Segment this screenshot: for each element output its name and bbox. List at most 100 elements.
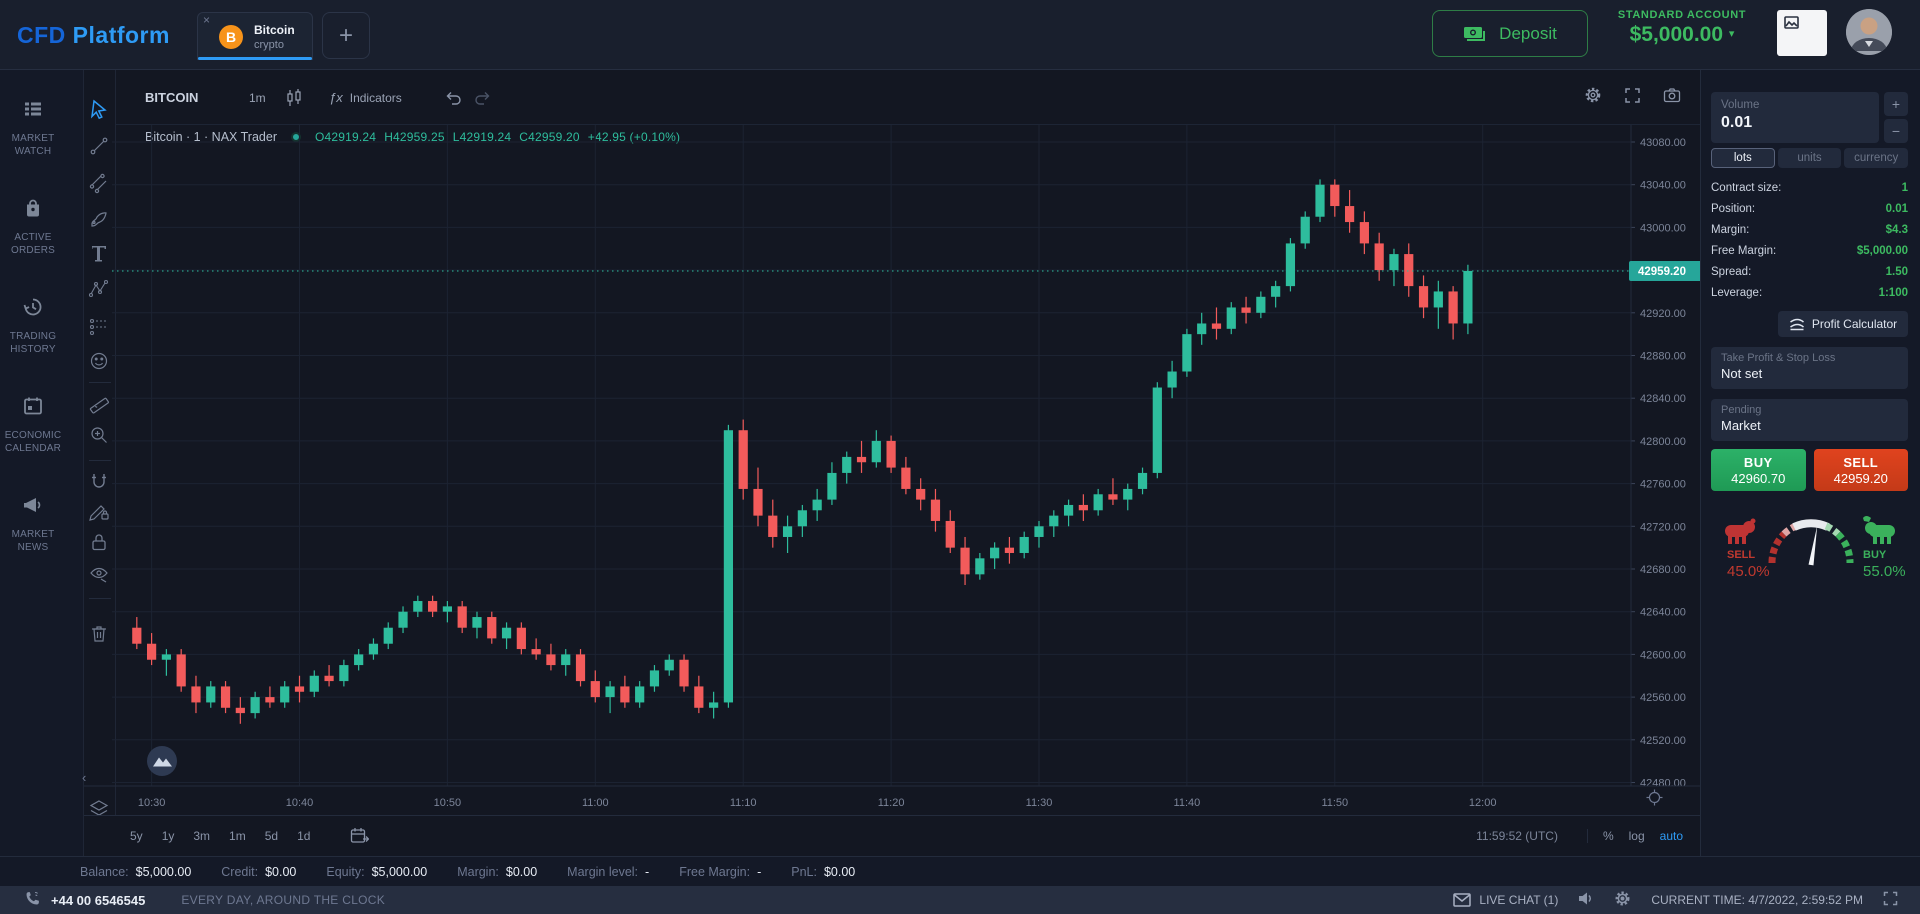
redo-button[interactable] [474, 70, 492, 125]
crosshair-target-icon[interactable] [1646, 789, 1663, 811]
add-tab-button[interactable]: + [322, 12, 370, 59]
sidebar-item-active-orders[interactable]: ACTIVE ORDERS [0, 183, 66, 269]
balance-item-0: Balance: $5,000.00 [80, 865, 191, 879]
lock-all-tool[interactable] [88, 531, 112, 555]
trend-line-tool[interactable] [88, 135, 112, 159]
sidebar-item-market-watch[interactable]: MARKET WATCH [0, 84, 66, 170]
detail-value: 1.50 [1885, 265, 1908, 278]
profit-calculator-button[interactable]: Profit Calculator [1778, 311, 1908, 337]
sentiment-buy-label: BUY [1863, 549, 1887, 561]
detail-row-0: Contract size: 1 [1711, 177, 1908, 198]
platform-watermark-button[interactable] [147, 746, 177, 776]
chart-header-actions [1584, 70, 1681, 125]
indicators-button[interactable]: ƒx Indicators [329, 70, 402, 125]
candlestick-chart[interactable]: 10:30 10:40 10:50 11:00 11:10 11:20 11:30 11:40… [84, 125, 1701, 815]
range-1d[interactable]: 1d [297, 829, 311, 843]
balance-item-5: Free Margin: - [679, 865, 761, 879]
measure-tool[interactable] [88, 392, 112, 416]
availability-text: EVERY DAY, AROUND THE CLOCK [181, 893, 386, 907]
sidebar-label: MARKET NEWS [11, 529, 55, 553]
promo-box[interactable] [1777, 10, 1827, 56]
chart-panel: BITCOIN 1m ƒx Indicators [82, 70, 1701, 856]
account-switcher[interactable]: STANDARD ACCOUNT $5,000.00 ▾ [1602, 9, 1762, 47]
delete-drawings-tool[interactable] [88, 622, 112, 646]
detail-value: 1 [1901, 181, 1908, 194]
take-profit-stop-loss-field[interactable]: Take Profit & Stop Loss Not set [1711, 347, 1908, 389]
zoom-in-tool[interactable] [88, 424, 112, 448]
interval-selector[interactable]: 1m [249, 90, 266, 105]
support-phone-number: +44 00 6546545 [51, 892, 146, 908]
xabcd-pattern-tool[interactable] [88, 278, 112, 302]
phone-icon [24, 890, 41, 910]
text-tool[interactable] [88, 242, 112, 266]
percent-scale-toggle[interactable]: % [1602, 829, 1614, 843]
volume-increase-button[interactable]: + [1884, 92, 1908, 116]
svg-text:42680.00: 42680.00 [1640, 564, 1686, 576]
svg-text:43040.00: 43040.00 [1640, 180, 1686, 192]
balance-value: $0.00 [265, 864, 297, 879]
detail-label: Free Margin: [1711, 244, 1777, 257]
utc-clock[interactable]: 11:59:52 (UTC) [1476, 829, 1558, 843]
range-3m[interactable]: 3m [193, 829, 211, 843]
fib-channel-tool[interactable] [88, 172, 112, 196]
emoji-tool[interactable] [88, 350, 112, 374]
balance-item-1: Credit: $0.00 [221, 865, 296, 879]
settings-gear-icon[interactable] [1614, 890, 1631, 910]
pending-order-field[interactable]: Pending Market [1711, 399, 1908, 441]
tab-bitcoin[interactable]: × B Bitcoin crypto [197, 12, 313, 60]
svg-text:10:40: 10:40 [286, 797, 314, 809]
unit-tab-units[interactable]: units [1777, 148, 1842, 168]
chart-style-icon[interactable] [284, 70, 304, 125]
unit-tab-currency[interactable]: currency [1844, 148, 1909, 168]
drawing-toolbar [84, 70, 116, 816]
detail-value: $4.3 [1885, 223, 1908, 236]
cursor-tool[interactable] [88, 98, 112, 122]
brand-secondary: Platform [72, 22, 170, 48]
sell-price: 42959.20 [1833, 470, 1888, 486]
unit-tab-lots[interactable]: lots [1711, 148, 1775, 168]
sound-icon[interactable] [1578, 891, 1594, 909]
volume-label: Volume [1721, 99, 1760, 111]
live-chat-button[interactable]: LIVE CHAT (1) [1453, 893, 1558, 907]
log-scale-toggle[interactable]: log [1628, 829, 1645, 843]
volume-decrease-button[interactable]: − [1884, 119, 1908, 143]
legend-title[interactable]: Bitcoin · 1 · NAX Trader [145, 130, 277, 144]
chart-symbol[interactable]: BITCOIN [145, 90, 199, 105]
balance-label: Credit: [221, 864, 259, 879]
sidebar-item-trading-history[interactable]: TRADING HISTORY [0, 282, 66, 368]
sidebar-item-market-news[interactable]: MARKET NEWS [0, 480, 66, 566]
buy-button[interactable]: BUY 42960.70 [1711, 449, 1806, 491]
sell-button[interactable]: SELL 42959.20 [1813, 449, 1908, 491]
forecast-tool[interactable] [88, 315, 112, 339]
range-1y[interactable]: 1y [161, 829, 175, 843]
hide-drawings-tool[interactable] [88, 563, 112, 587]
volume-input[interactable]: Volume 0.01 [1711, 92, 1879, 143]
balance-label: Margin level: [567, 864, 639, 879]
go-to-date-icon[interactable] [350, 827, 370, 845]
avatar[interactable] [1846, 9, 1892, 55]
brush-tool[interactable] [88, 208, 112, 232]
auto-scale-toggle[interactable]: auto [1659, 829, 1683, 843]
range-1m[interactable]: 1m [229, 829, 246, 843]
undo-button[interactable] [444, 70, 462, 125]
balance-label: Balance: [80, 864, 129, 879]
detail-label: Margin: [1711, 223, 1750, 236]
fullscreen-icon[interactable] [1624, 87, 1641, 109]
sell-label: SELL [1843, 454, 1879, 470]
draw-lock-tool[interactable] [88, 500, 112, 524]
chart-legend: Bitcoin · 1 · NAX Trader O42919.24 H4295… [145, 130, 680, 144]
collapse-panel-arrow[interactable]: ‹ [82, 770, 87, 785]
chart-settings-gear-icon[interactable] [1584, 86, 1602, 109]
expand-fullscreen-icon[interactable] [1883, 891, 1898, 909]
tab-close-icon[interactable]: × [203, 13, 211, 27]
sidebar-item-economic-calendar[interactable]: ECONOMIC CALENDAR [0, 381, 66, 467]
deposit-button[interactable]: Deposit [1432, 10, 1588, 57]
magnet-tool[interactable] [88, 470, 112, 494]
svg-text:42720.00: 42720.00 [1640, 521, 1686, 533]
history-clock-icon [23, 298, 42, 316]
screenshot-camera-icon[interactable] [1663, 87, 1681, 108]
range-5d[interactable]: 5d [264, 829, 279, 843]
svg-text:10:50: 10:50 [434, 797, 462, 809]
range-5y[interactable]: 5y [130, 829, 143, 843]
svg-text:11:30: 11:30 [1026, 797, 1053, 809]
